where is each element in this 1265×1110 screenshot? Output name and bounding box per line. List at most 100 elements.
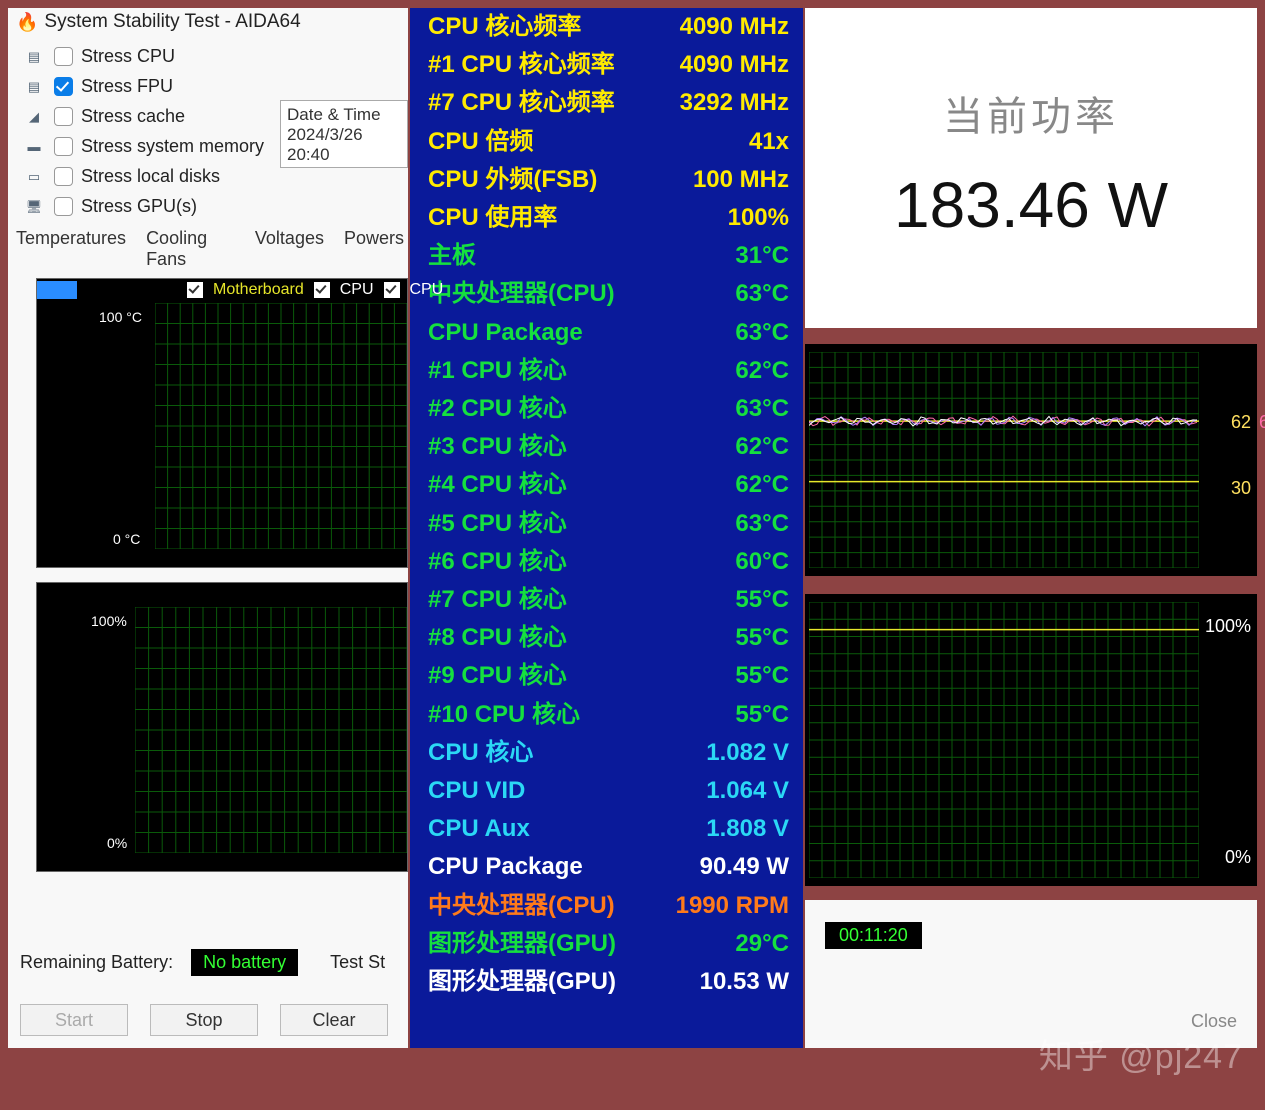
osd-label: CPU VID — [428, 772, 525, 810]
osd-label: CPU Aux — [428, 810, 530, 848]
graph-value-label: 30 — [1231, 478, 1251, 499]
elapsed-time: 00:11:20 — [825, 922, 922, 949]
osd-value: 63°C — [735, 314, 789, 352]
osd-label: #4 CPU 核心 — [428, 466, 567, 504]
osd-value: 63°C — [735, 275, 789, 313]
option-icon: ▤ — [22, 78, 46, 96]
osd-row: 主板 31°C — [410, 237, 803, 275]
osd-row: #5 CPU 核心 63°C — [410, 505, 803, 543]
osd-label: #3 CPU 核心 — [428, 428, 567, 466]
legend-checkbox[interactable] — [384, 282, 400, 298]
legend-label: CPU — [410, 281, 444, 299]
graph-legend: MotherboardCPUCPU — [187, 281, 443, 299]
tab-voltages[interactable]: Voltages — [251, 226, 328, 272]
option-label: Stress GPU(s) — [81, 196, 197, 217]
graph-tabs: Temperatures Cooling Fans Voltages Powers — [8, 226, 408, 272]
osd-row: #1 CPU 核心62°C — [410, 352, 803, 390]
tab-temperatures[interactable]: Temperatures — [12, 226, 130, 272]
osd-label: CPU 倍频 — [428, 123, 533, 161]
osd-row: CPU 使用率100% — [410, 199, 803, 237]
option-icon: 🖥 — [22, 198, 46, 216]
y-axis-top: 100% — [91, 613, 127, 629]
option-label: Stress local disks — [81, 166, 220, 187]
status-row: Remaining Battery: No battery Test St — [20, 949, 385, 976]
option-icon: ▤ — [22, 48, 46, 66]
checkbox[interactable] — [54, 107, 73, 126]
osd-label: #7 CPU 核心频率 — [428, 84, 615, 122]
osd-value: 10.53 W — [700, 963, 789, 1001]
y-axis-bot: 0 °C — [113, 531, 140, 547]
osd-label: 中央处理器(CPU) — [428, 887, 615, 925]
osd-row: #7 CPU 核心频率3292 MHz — [410, 84, 803, 122]
osd-value: 62°C — [735, 428, 789, 466]
osd-value: 100% — [728, 199, 789, 237]
option-icon: ▭ — [22, 168, 46, 186]
osd-row: CPU VID1.064 V — [410, 772, 803, 810]
stress-option: ▤ Stress FPU — [22, 76, 400, 97]
graph-value-label: 64 — [1259, 412, 1265, 433]
osd-row: 图形处理器(GPU)29°C — [410, 925, 803, 963]
osd-value: 31°C — [735, 237, 789, 275]
option-icon: ▬ — [22, 138, 46, 156]
option-icon: ◢ — [22, 108, 46, 126]
osd-row: #4 CPU 核心 62°C — [410, 466, 803, 504]
osd-row: CPU Aux1.808 V — [410, 810, 803, 848]
osd-value: 41x — [749, 123, 789, 161]
y-axis-top: 100% — [1205, 616, 1251, 637]
y-axis-top: 100 °C — [99, 309, 142, 325]
checkbox[interactable] — [54, 167, 73, 186]
graph-grid — [135, 607, 407, 853]
date-time-label: Date & Time — [287, 105, 401, 125]
legend-checkbox[interactable] — [187, 282, 203, 298]
osd-row: CPU Package90.49 W — [410, 848, 803, 886]
osd-label: #9 CPU 核心 — [428, 657, 567, 695]
clear-button[interactable]: Clear — [280, 1004, 388, 1036]
right-usage-graph: 100% 0% — [805, 594, 1257, 886]
option-label: Stress CPU — [81, 46, 175, 67]
option-label: Stress system memory — [81, 136, 264, 157]
osd-value: 62°C — [735, 352, 789, 390]
legend-label: Motherboard — [213, 281, 304, 299]
checkbox[interactable] — [54, 197, 73, 216]
osd-value: 4090 MHz — [680, 46, 789, 84]
osd-label: #1 CPU 核心频率 — [428, 46, 615, 84]
battery-value: No battery — [191, 949, 298, 976]
osd-row: CPU 核心1.082 V — [410, 734, 803, 772]
option-label: Stress cache — [81, 106, 185, 127]
button-row: Start Stop Clear — [20, 1004, 388, 1036]
battery-label: Remaining Battery: — [20, 952, 173, 973]
osd-label: #8 CPU 核心 — [428, 619, 567, 657]
osd-value: 63°C — [735, 505, 789, 543]
checkbox[interactable] — [54, 77, 73, 96]
aida-body: ▤ Stress CPU▤ Stress FPU◢ Stress cache▬ … — [8, 36, 408, 217]
tab-powers[interactable]: Powers — [340, 226, 408, 272]
osd-value: 60°C — [735, 543, 789, 581]
start-button[interactable]: Start — [20, 1004, 128, 1036]
flame-icon: 🔥 — [16, 12, 38, 33]
graph-grid — [809, 602, 1199, 878]
graph-grid — [809, 352, 1199, 568]
temperature-graph: MotherboardCPUCPU 100 °C 0 °C — [36, 278, 408, 568]
power-label: 当前功率 — [805, 84, 1257, 142]
aida64-window: 🔥 System Stability Test - AIDA64 ▤ Stres… — [8, 8, 408, 1048]
osd-row: #10 CPU 核心55°C — [410, 696, 803, 734]
legend-checkbox[interactable] — [314, 282, 330, 298]
osd-label: #6 CPU 核心 — [428, 543, 567, 581]
tab-cooling-fans[interactable]: Cooling Fans — [142, 226, 239, 272]
osd-label: #5 CPU 核心 — [428, 505, 567, 543]
osd-label: 图形处理器(GPU) — [428, 963, 616, 1001]
right-bottom-panel: 00:11:20 Close — [805, 900, 1257, 1048]
osd-label: #10 CPU 核心 — [428, 696, 580, 734]
power-panel: 当前功率 183.46 W — [805, 8, 1257, 328]
close-button[interactable]: Close — [1191, 1011, 1237, 1032]
osd-label: CPU 外频(FSB) — [428, 161, 597, 199]
osd-label: 主板 — [428, 237, 476, 275]
osd-value: 55°C — [735, 657, 789, 695]
osd-value: 62°C — [735, 466, 789, 504]
checkbox[interactable] — [54, 47, 73, 66]
osd-label: CPU Package — [428, 314, 583, 352]
osd-row: CPU Package 63°C — [410, 314, 803, 352]
checkbox[interactable] — [54, 137, 73, 156]
graph-value-label: 62 — [1231, 412, 1251, 433]
stop-button[interactable]: Stop — [150, 1004, 258, 1036]
